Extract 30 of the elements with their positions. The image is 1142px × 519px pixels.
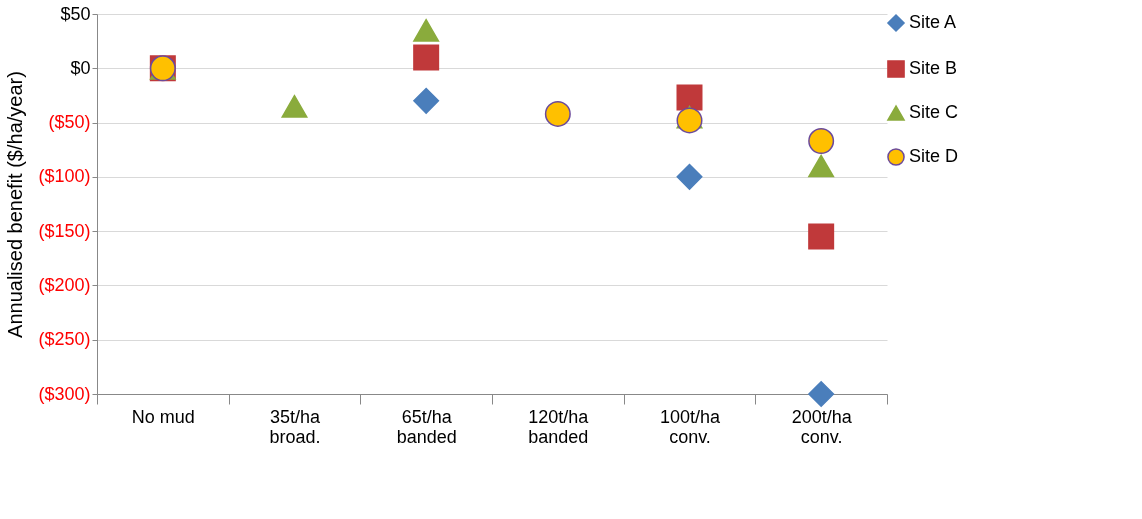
y-tick-label: ($150) <box>38 220 91 241</box>
legend-label: Site B <box>909 58 958 78</box>
x-tick-label: 120t/ha banded <box>528 406 590 447</box>
y-tick-label: ($50) <box>48 112 91 133</box>
x-tick-label: 35t/ha broad. <box>269 406 322 447</box>
x-tick-label: 200t/ha conv. <box>791 406 853 447</box>
point <box>808 223 835 250</box>
y-axis-title: Annualised benefit ($/ha/year) <box>4 71 27 338</box>
y-tick-label: ($200) <box>38 274 91 295</box>
y-tick-label: ($100) <box>38 166 91 187</box>
y-tick-label: $0 <box>70 57 91 78</box>
x-tick-label: No mud <box>131 406 195 427</box>
x-tick-label: 65t/ha banded <box>396 406 457 447</box>
point <box>413 87 440 114</box>
legend-label: Site C <box>909 102 959 122</box>
y-tick-label: ($250) <box>38 329 91 350</box>
y-tick-label: ($300) <box>38 383 91 404</box>
legend-label: Site A <box>909 12 957 32</box>
point <box>676 107 703 134</box>
point <box>676 163 703 190</box>
x-tick-label: 100t/ha conv. <box>659 406 722 447</box>
y-tick-label: $50 <box>60 3 91 24</box>
legend-label: Site D <box>909 146 959 166</box>
point <box>808 154 835 178</box>
point <box>413 18 440 42</box>
point <box>281 94 308 118</box>
point <box>413 44 440 71</box>
point <box>808 128 835 154</box>
point <box>808 381 835 407</box>
point <box>544 100 571 127</box>
